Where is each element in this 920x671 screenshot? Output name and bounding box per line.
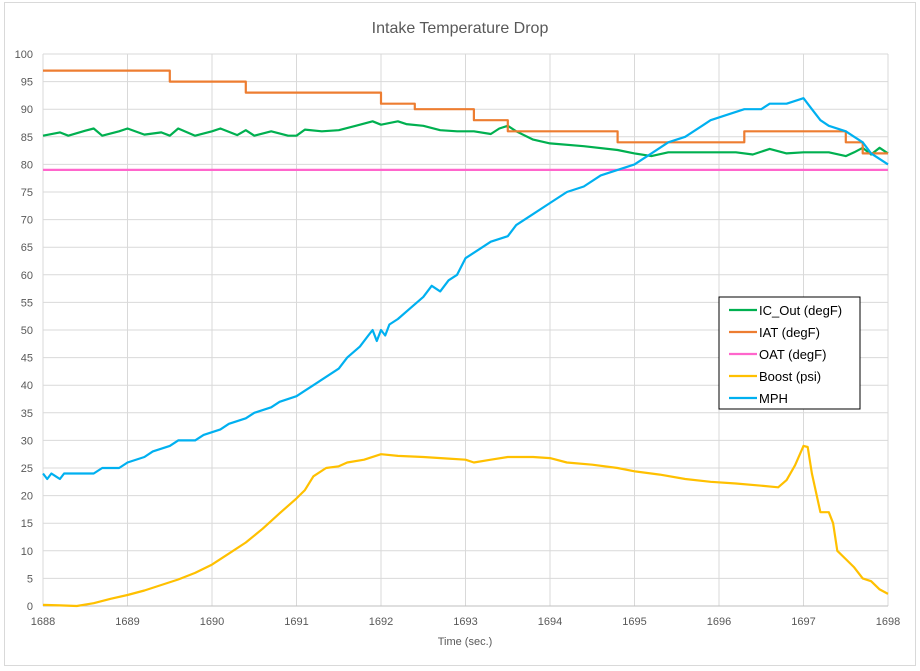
chart-title: Intake Temperature Drop — [372, 20, 549, 37]
y-tick-label: 50 — [21, 325, 33, 337]
legend-item: OAT (degF) — [729, 347, 826, 362]
y-tick-label: 100 — [15, 49, 33, 61]
y-tick-label: 30 — [21, 435, 33, 447]
legend-item: IAT (degF) — [729, 325, 820, 340]
x-tick-label: 1695 — [622, 616, 646, 628]
legend-item: Boost (psi) — [729, 369, 821, 384]
legend: IC_Out (degF) IAT (degF) OAT (degF) Boost (… — [718, 296, 861, 410]
x-tick-label: 1689 — [115, 616, 139, 628]
x-tick-label: 1694 — [538, 616, 562, 628]
y-tick-label: 75 — [21, 187, 33, 199]
y-tick-label: 65 — [21, 242, 33, 254]
legend-label: Boost (psi) — [759, 369, 821, 384]
series-line-ic-out-degf — [42, 120, 889, 158]
series-line-mph — [42, 97, 889, 481]
legend-item: MPH — [729, 391, 788, 406]
x-tick-label: 1698 — [876, 616, 900, 628]
x-axis-ticks: 1688 1689 1690 1691 1692 1693 1694 1695 1696 1697… — [31, 616, 900, 628]
y-tick-label: 25 — [21, 463, 33, 475]
x-tick-label: 1691 — [284, 616, 308, 628]
x-tick-label: 1690 — [200, 616, 224, 628]
series-lines — [42, 69, 889, 608]
legend-label: OAT (degF) — [759, 347, 826, 362]
y-tick-label: 15 — [21, 518, 33, 530]
x-axis-title: Time (sec.) — [438, 636, 493, 648]
y-tick-label: 90 — [21, 104, 33, 116]
y-tick-label: 70 — [21, 215, 33, 227]
y-axis-ticks: 0 5 10 15 20 25 30 35 40 45 50 55 60 65 70 75 80 85 90 95 10… — [15, 49, 33, 613]
x-tick-label: 1692 — [369, 616, 393, 628]
y-tick-label: 55 — [21, 297, 33, 309]
series-line-boost-psi — [42, 444, 889, 608]
y-tick-label: 10 — [21, 546, 33, 558]
y-tick-label: 0 — [27, 601, 33, 613]
y-tick-label: 20 — [21, 491, 33, 503]
series-line-iat-degf — [43, 69, 888, 155]
legend-label: IAT (degF) — [759, 325, 820, 340]
x-tick-label: 1688 — [31, 616, 55, 628]
y-tick-label: 95 — [21, 77, 33, 89]
x-tick-label: 1693 — [453, 616, 477, 628]
x-tick-label: 1697 — [791, 616, 815, 628]
y-tick-label: 35 — [21, 408, 33, 420]
x-tick-label: 1696 — [707, 616, 731, 628]
legend-label: IC_Out (degF) — [759, 303, 842, 318]
legend-label: MPH — [759, 391, 788, 406]
y-tick-label: 5 — [27, 573, 33, 585]
y-tick-label: 60 — [21, 270, 33, 282]
legend-item: IC_Out (degF) — [729, 303, 842, 318]
y-tick-label: 85 — [21, 132, 33, 144]
y-tick-label: 40 — [21, 380, 33, 392]
y-tick-label: 80 — [21, 159, 33, 171]
y-tick-label: 45 — [21, 353, 33, 365]
